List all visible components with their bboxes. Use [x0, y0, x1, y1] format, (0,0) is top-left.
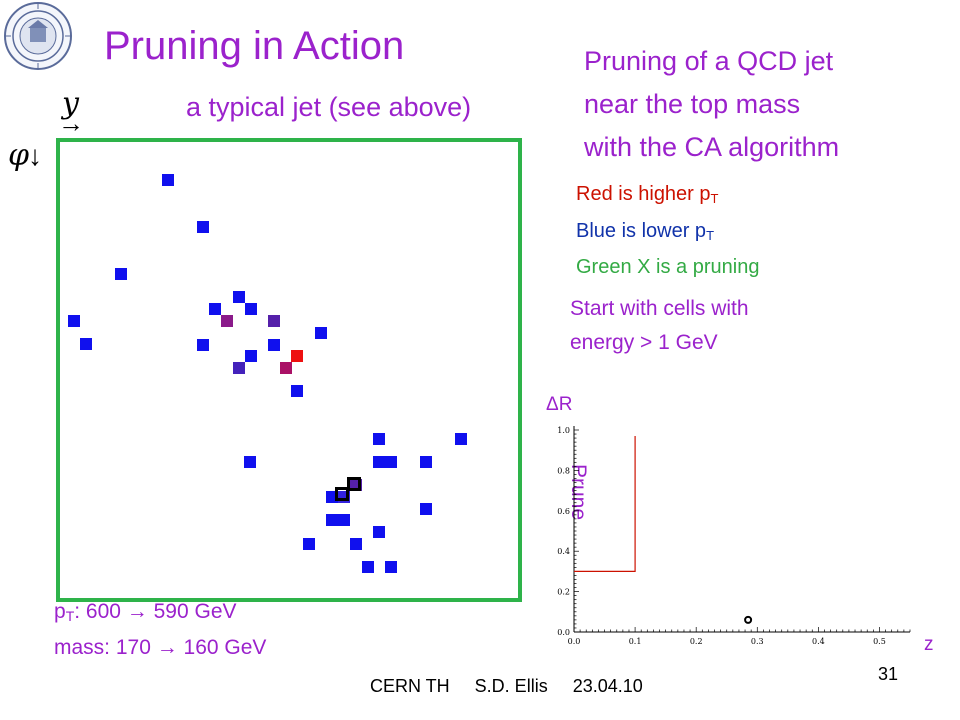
jet-cell [303, 538, 315, 550]
jet-cell [80, 338, 92, 350]
jet-cell [245, 350, 257, 362]
x-tick-label: 0.4 [812, 637, 825, 646]
pt-value: : 600 → 590 GeV [74, 600, 237, 623]
jet-cell [291, 385, 303, 397]
legend-blue-text: Blue is lower p [576, 220, 707, 242]
typical-jet-caption: a typical jet (see above) [186, 92, 472, 122]
y-tick-label: 0.8 [557, 466, 570, 475]
jet-cell [385, 561, 397, 573]
jet-cell [244, 456, 256, 468]
pt-readout: pT: 600 → 590 GeV [54, 600, 237, 624]
rapidity-axis-label: y [62, 86, 79, 121]
jet-display-box [56, 138, 522, 602]
legend-red: Red is higher pT [576, 183, 718, 206]
z-axis-label: z [924, 634, 934, 655]
x-tick-label: 0.0 [568, 637, 581, 646]
jet-cell [209, 303, 221, 315]
mass-readout: mass: 170 → 160 GeV [54, 636, 267, 659]
x-tick-label: 0.2 [690, 637, 703, 646]
jet-cell [162, 174, 174, 186]
x-tick-label: 0.3 [751, 637, 764, 646]
jet-cell [315, 327, 327, 339]
jet-cell [291, 350, 303, 362]
start-line: Start with cells with [570, 297, 749, 320]
y-tick-label: 0.0 [557, 628, 570, 637]
jet-cell [233, 362, 245, 374]
jet-cell [373, 433, 385, 445]
pruning-plot: 0.0 0.1 0.2 0.3 0.4 0.5 0.0 0.2 0.4 0.6 0.8 1.0 [557, 426, 911, 646]
jet-cell [115, 268, 127, 280]
pt-prefix: p [54, 600, 66, 623]
university-seal-logo [4, 2, 72, 70]
subheading-line: near the top mass [584, 89, 801, 119]
subheading-line: with the CA algorithm [584, 132, 840, 162]
jet-cell [268, 339, 280, 351]
delta-r-axis-label: ΔR [546, 394, 573, 415]
y-tick-label: 1.0 [557, 426, 570, 435]
subheading-line: Pruning of a QCD jet [584, 46, 834, 76]
legend-blue: Blue is lower pT [576, 220, 714, 243]
pruned-cell-marker [347, 477, 361, 491]
legend-blue-sub: T [706, 228, 715, 243]
legend-green: Green X is a pruning [576, 256, 760, 278]
y-tick-label: 0.6 [557, 507, 570, 516]
jet-cell [373, 526, 385, 538]
page-number: 31 [878, 664, 899, 684]
jet-cell [233, 291, 245, 303]
jet-cell [455, 433, 467, 445]
jet-cell [221, 315, 233, 327]
jet-cell [268, 315, 280, 327]
pt-sub: T [65, 608, 75, 624]
jet-cell [197, 339, 209, 351]
jet-cell [420, 503, 432, 515]
jet-cell [197, 221, 209, 233]
x-tick-label: 0.1 [629, 637, 642, 646]
pruned-cell-marker [335, 487, 349, 501]
phi-axis-label: φ [8, 138, 30, 173]
slide-footer: CERN TH S.D. Ellis 23.04.10 [370, 676, 643, 696]
jet-cell [362, 561, 374, 573]
jet-cell [280, 362, 292, 374]
rapidity-axis-arrow: → [58, 108, 84, 138]
jet-cell [350, 538, 362, 550]
jet-cell [326, 514, 338, 526]
legend-red-sub: T [710, 191, 719, 206]
jet-cell [385, 456, 397, 468]
start-line: energy > 1 GeV [570, 331, 718, 354]
y-tick-label: 0.2 [557, 588, 570, 597]
slide-subheading: Pruning of a QCD jet near the top mass w… [584, 40, 839, 169]
jet-cell [420, 456, 432, 468]
jet-cell [245, 303, 257, 315]
phi-axis-arrow: ↓ [28, 140, 42, 171]
legend-red-text: Red is higher p [576, 183, 711, 205]
data-point [744, 615, 753, 624]
jet-cell [373, 456, 385, 468]
y-tick-label: 0.4 [557, 547, 570, 556]
prune-region-boundary [574, 436, 636, 572]
jet-cell [338, 514, 350, 526]
jet-cell [68, 315, 80, 327]
x-tick-label: 0.5 [873, 637, 886, 646]
slide-title: Pruning in Action [104, 24, 405, 68]
start-condition-text: Start with cells with energy > 1 GeV [570, 292, 749, 360]
